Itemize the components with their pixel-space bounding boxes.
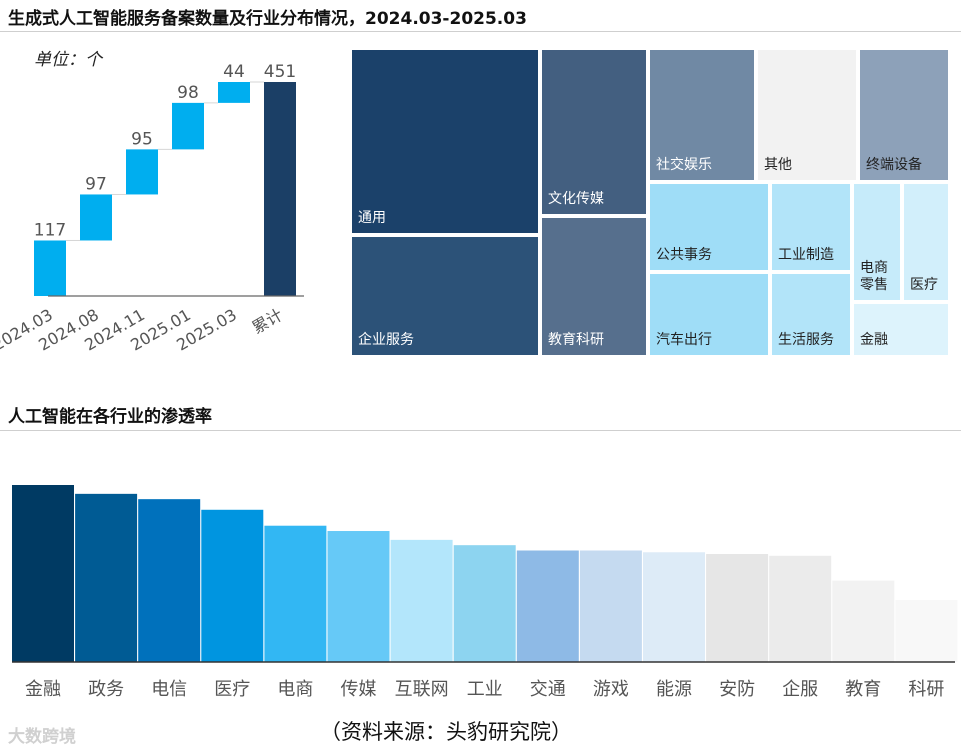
treemap-cell-label: 文化传媒 (548, 191, 604, 207)
penetration-category-label: 互联网 (395, 679, 449, 700)
penetration-category-label: 金融 (25, 679, 61, 700)
treemap-cell: 文化传媒 (540, 48, 648, 216)
penetration-bar (12, 485, 74, 662)
waterfall-bar (218, 82, 250, 103)
bottom-divider (0, 430, 961, 431)
treemap-cell-label: 其他 (764, 157, 792, 173)
waterfall-bar (172, 102, 204, 150)
penetration-category-label: 政务 (88, 679, 124, 700)
waterfall-bar (80, 194, 112, 241)
waterfall-chart: 单位：个1172024.03972024.08952024.11982025.0… (0, 50, 304, 355)
penetration-bar (516, 550, 579, 662)
industry-treemap: 通用企业服务 文化传媒教育科研 社交娱乐 其他 终端设备公共事务汽车出行 工业制造生活服务… (350, 48, 950, 357)
penetration-bar (832, 580, 895, 662)
penetration-bar (327, 531, 390, 662)
penetration-category-label: 医疗 (214, 679, 250, 700)
treemap-cell-label: 汽车出行 (656, 332, 712, 348)
watermark: 大数跨境 (8, 727, 76, 747)
penetration-bar (75, 493, 138, 662)
treemap-cell: 其他 (756, 48, 858, 182)
treemap-cell: 工业制造 (770, 182, 852, 272)
source-note: （资料来源：头豹研究院） (320, 720, 572, 744)
treemap-cell-label: 医疗 (910, 277, 938, 293)
waterfall-value-label: 97 (85, 174, 107, 194)
treemap-cell-label: 终端设备 (866, 157, 922, 173)
top-section-title: 生成式人工智能服务备案数量及行业分布情况，2024.03-2025.03 (8, 9, 527, 29)
waterfall-value-label: 44 (223, 62, 245, 82)
bottom-section-title: 人工智能在各行业的渗透率 (8, 407, 212, 427)
penetration-bar (895, 600, 958, 662)
penetration-category-label: 教育 (845, 679, 881, 700)
penetration-bar (579, 550, 642, 662)
treemap-cell-label: 通用 (358, 210, 386, 226)
treemap-cell: 社交娱乐 (648, 48, 756, 182)
penetration-bar (643, 552, 705, 662)
waterfall-value-label: 451 (264, 62, 296, 82)
penetration-bar (138, 499, 201, 662)
treemap-cell: 公共事务 (648, 182, 770, 272)
treemap-cell: 金融 (852, 302, 950, 357)
penetration-bar (390, 539, 453, 662)
treemap-cell-label: 生活服务 (778, 332, 834, 348)
waterfall-bar (34, 240, 66, 296)
treemap-cell-label: 金融 (860, 332, 888, 348)
penetration-bar (264, 525, 327, 662)
penetration-category-label: 工业 (467, 679, 503, 700)
treemap-cell: 终端设备 (858, 48, 950, 182)
treemap-cell-label: 教育科研 (548, 332, 604, 348)
penetration-category-label: 企服 (782, 679, 818, 700)
treemap-cell: 教育科研 (540, 216, 648, 357)
waterfall-bar (126, 149, 158, 195)
penetration-bar-chart: 金融 政务 电信 医疗 电商 传媒 互联网 工业 交通 游戏 能源 安防 企服 教育 科研 (12, 485, 958, 700)
treemap-cell-label: 社交娱乐 (656, 157, 712, 173)
penetration-category-label: 能源 (656, 679, 692, 700)
penetration-category-label: 安防 (719, 679, 755, 700)
penetration-category-label: 电信 (151, 679, 187, 700)
penetration-category-label: 电商 (277, 679, 313, 700)
treemap-cell: 电商零售 (852, 182, 902, 302)
waterfall-value-label: 98 (177, 83, 199, 103)
top-divider (0, 31, 961, 32)
waterfall-value-label: 95 (131, 129, 153, 149)
penetration-bar (201, 509, 264, 662)
waterfall-bar (264, 82, 296, 296)
penetration-bar (769, 555, 832, 662)
penetration-bar (706, 554, 769, 662)
treemap-cell-label: 公共事务 (656, 247, 712, 263)
waterfall-category-label: 累计 (249, 305, 286, 337)
penetration-category-label: 游戏 (593, 679, 629, 700)
treemap-cell: 企业服务 (350, 235, 540, 357)
unit-label: 单位：个 (34, 50, 104, 70)
treemap-cell: 汽车出行 (648, 272, 770, 357)
waterfall-value-label: 117 (34, 220, 66, 240)
treemap-cell: 生活服务 (770, 272, 852, 357)
treemap-cell: 通用 (350, 48, 540, 235)
penetration-category-label: 科研 (908, 679, 944, 700)
treemap-cell-label: 电商零售 (860, 260, 888, 293)
treemap-cell-label: 工业制造 (778, 247, 834, 263)
treemap-cell: 医疗 (902, 182, 950, 302)
penetration-bar (453, 545, 516, 662)
penetration-category-label: 交通 (530, 679, 566, 700)
penetration-category-label: 传媒 (341, 679, 377, 700)
treemap-cell-label: 企业服务 (358, 332, 414, 348)
